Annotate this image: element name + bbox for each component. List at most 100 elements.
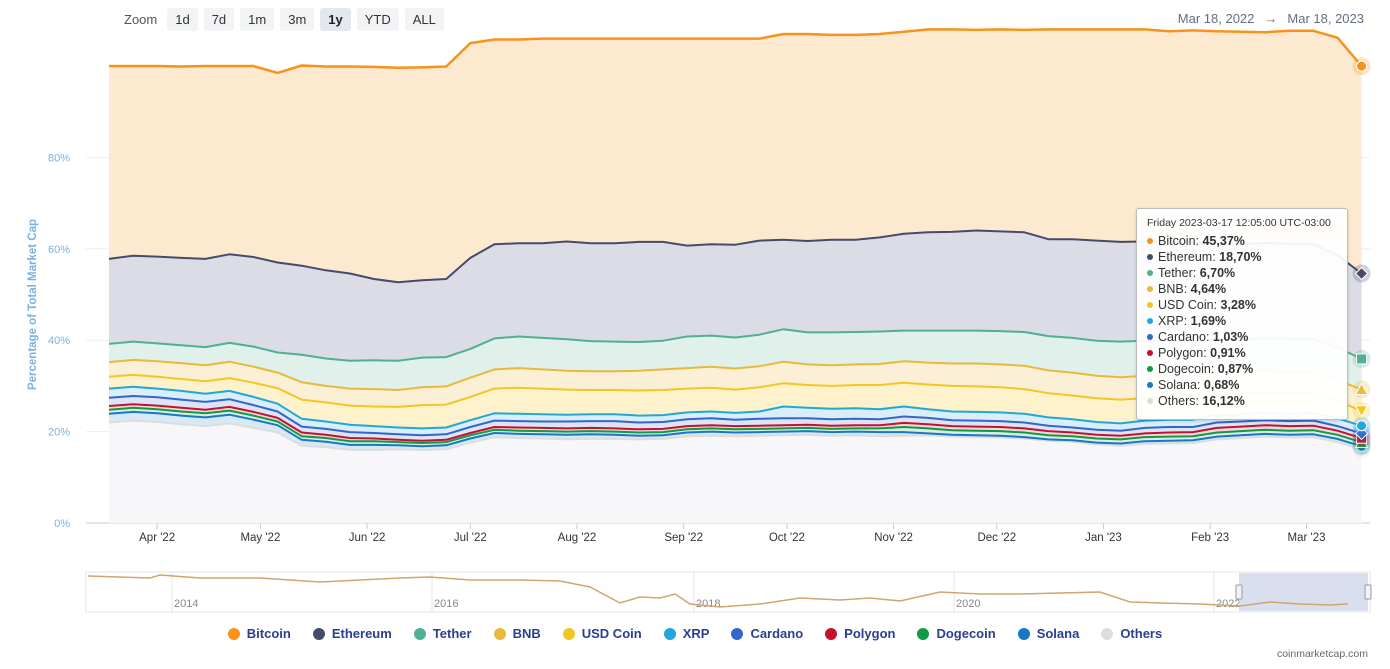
marker-bnb	[1352, 380, 1371, 399]
x-tick-label: Dec '22	[977, 532, 1016, 544]
date-range-arrow: →	[1264, 11, 1278, 26]
legend-swatch	[663, 627, 676, 640]
legend-item-ethereum[interactable]: Ethereum	[312, 626, 392, 641]
legend-swatch	[312, 627, 325, 640]
y-tick-label: 80%	[48, 152, 70, 164]
legend-item-cardano[interactable]: Cardano	[731, 626, 803, 641]
marker-shape	[1356, 353, 1368, 365]
navigator-left-handle[interactable]	[1235, 584, 1243, 600]
legend-item-tether[interactable]: Tether	[413, 626, 472, 641]
date-range: Mar 18, 2022 → Mar 18, 2023	[1178, 11, 1364, 26]
legend-item-usd-coin[interactable]: USD Coin	[562, 626, 642, 641]
tooltip-row: Polygon: 0,91%	[1147, 345, 1337, 361]
area-xrp	[109, 386, 1362, 436]
tooltip-series-value: 16,12%	[1202, 394, 1245, 408]
marker-bitcoin	[1352, 57, 1371, 76]
legend-swatch	[413, 627, 426, 640]
area-usd-coin	[109, 374, 1362, 429]
x-tick-label: Nov '22	[874, 532, 913, 544]
legend-label: Dogecoin	[936, 626, 996, 641]
tooltip-series-value: 1,03%	[1212, 330, 1249, 344]
tooltip-dot	[1147, 237, 1153, 244]
legend-swatch	[1017, 627, 1030, 640]
x-tick-label: Oct '22	[769, 532, 805, 544]
legend-swatch	[731, 627, 744, 640]
tooltip-series-name: Ethereum	[1158, 250, 1213, 264]
tooltip-series-value: 4,64%	[1190, 282, 1227, 296]
legend-label: Ethereum	[331, 626, 392, 641]
series-lines	[108, 28, 1363, 451]
tooltip-dot	[1147, 269, 1153, 276]
area-cardano	[109, 396, 1362, 441]
zoom-all-button[interactable]: ALL	[404, 8, 444, 31]
legend-swatch	[917, 627, 930, 640]
navigator-selection	[1239, 573, 1368, 611]
x-tick-label: May '22	[240, 532, 280, 544]
tooltip-series-value: 1,69%	[1190, 314, 1227, 328]
area-bnb	[109, 359, 1362, 411]
marker-usd-coin	[1352, 401, 1371, 420]
y-tick-label: 40%	[48, 335, 70, 347]
zoom-1m-button[interactable]: 1m	[240, 8, 275, 31]
area-bitcoin	[109, 29, 1362, 283]
marker-shape	[1354, 426, 1369, 441]
y-axis-title: Percentage of Total Market Cap	[27, 219, 39, 390]
tooltip: Friday 2023-03-17 12:05:00 UTC-03:00 Bit…	[1136, 208, 1348, 420]
zoom-3m-button[interactable]: 3m	[280, 8, 315, 31]
marker-xrp	[1352, 416, 1371, 435]
legend-item-bitcoin[interactable]: Bitcoin	[227, 626, 291, 641]
tooltip-series-value: 0,68%	[1203, 378, 1240, 392]
line-others	[108, 419, 1362, 451]
tooltip-series-value: 18,70%	[1219, 250, 1262, 264]
tooltip-series-name: USD Coin	[1158, 298, 1214, 312]
legend-swatch	[562, 627, 575, 640]
legend-label: USD Coin	[581, 626, 642, 641]
legend-swatch	[227, 627, 240, 640]
legend: Bitcoin Ethereum Tether BNB USD Coin XRP Carda…	[0, 626, 1390, 641]
x-tick-label: Jun '22	[349, 532, 386, 544]
tooltip-rows: Bitcoin: 45,37% Ethereum: 18,70% Tether: 6…	[1147, 233, 1337, 409]
zoom-1y-button[interactable]: 1y	[320, 8, 351, 31]
zoom-ytd-button[interactable]: YTD	[356, 8, 399, 31]
marker-ethereum	[1352, 264, 1371, 283]
y-tick-label: 60%	[48, 244, 70, 256]
tooltip-dot	[1147, 317, 1153, 324]
tooltip-row: BNB: 4,64%	[1147, 281, 1337, 297]
tooltip-series-name: Dogecoin	[1158, 362, 1211, 376]
date-range-from[interactable]: Mar 18, 2022	[1177, 11, 1255, 26]
legend-item-xrp[interactable]: XRP	[663, 626, 709, 641]
navigator-right-handle[interactable]	[1364, 584, 1372, 600]
tooltip-row: USD Coin: 3,28%	[1147, 297, 1337, 313]
legend-item-others[interactable]: Others	[1101, 626, 1162, 641]
marker-shape	[1354, 405, 1369, 418]
date-range-to[interactable]: Mar 18, 2023	[1287, 11, 1364, 26]
tooltip-row: Dogecoin: 0,87%	[1147, 361, 1337, 377]
x-tick-label: Feb '23	[1191, 532, 1229, 544]
marker-shape	[1354, 382, 1369, 396]
legend-label: BNB	[512, 626, 541, 641]
tooltip-series-name: Bitcoin	[1158, 234, 1196, 248]
zoom-1d-button[interactable]: 1d	[167, 8, 198, 31]
tooltip-dot	[1147, 397, 1153, 404]
tooltip-row: Cardano: 1,03%	[1147, 329, 1337, 345]
zoom-7d-button[interactable]: 7d	[203, 8, 235, 31]
legend-item-bnb[interactable]: BNB	[493, 626, 541, 641]
end-markers	[1352, 57, 1371, 459]
line-dogecoin	[108, 406, 1362, 444]
legend-item-dogecoin[interactable]: Dogecoin	[917, 626, 996, 641]
tooltip-series-value: 3,28%	[1220, 298, 1256, 312]
legend-item-solana[interactable]: Solana	[1017, 626, 1079, 641]
navigator-year-label: 2022	[1216, 598, 1240, 610]
legend-label: Cardano	[750, 626, 804, 641]
tooltip-series-name: Cardano	[1158, 330, 1206, 344]
x-tick-label: Aug '22	[558, 532, 597, 544]
legend-item-polygon[interactable]: Polygon	[825, 626, 895, 641]
navigator-year-label: 2020	[956, 598, 980, 610]
tooltip-series-value: 0,87%	[1217, 362, 1254, 376]
x-tick-label: Jul '22	[454, 532, 487, 544]
area-tether	[109, 329, 1362, 390]
navigator-year-label: 2014	[174, 598, 198, 610]
navigator-frame	[85, 571, 1371, 613]
tooltip-series-name: XRP	[1158, 314, 1184, 328]
